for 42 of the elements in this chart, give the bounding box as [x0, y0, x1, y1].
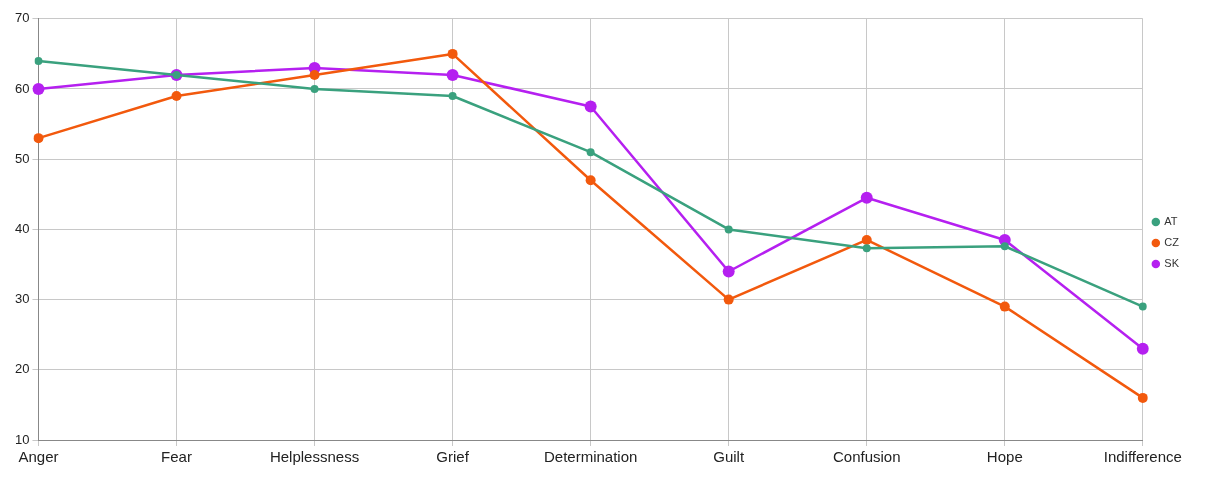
point: [310, 85, 319, 93]
x-tick-label: Fear: [161, 448, 192, 466]
point: [448, 92, 457, 101]
point: [585, 175, 596, 186]
y-tick-label: 50: [14, 150, 30, 166]
point: [860, 191, 873, 204]
point: [34, 56, 43, 65]
x-tick-label: Guilt: [713, 448, 745, 466]
x-tick-label: Hope: [986, 448, 1023, 466]
point: [171, 91, 182, 102]
point: [999, 301, 1010, 312]
point: [723, 294, 734, 305]
point: [309, 69, 320, 80]
x-tick-label: Grief: [436, 448, 470, 466]
point: [722, 265, 735, 278]
x-tick-label: Helplessness: [269, 448, 360, 466]
point: [586, 148, 595, 157]
y-tick-label: 20: [14, 361, 30, 377]
point: [33, 133, 44, 144]
point: [32, 83, 45, 95]
point: [1138, 302, 1147, 311]
y-tick-label: 40: [14, 220, 30, 236]
point: [584, 100, 597, 113]
x-tick-label: Determination: [543, 448, 638, 466]
point: [1000, 242, 1009, 251]
legend-label: SK: [1164, 257, 1180, 270]
point: [446, 68, 459, 81]
legend-label: AT: [1164, 215, 1178, 228]
y-tick-label: 60: [14, 80, 30, 96]
legend-label: CZ: [1164, 236, 1180, 249]
point: [447, 48, 458, 59]
point: [861, 234, 872, 245]
y-tick-label: 10: [14, 431, 30, 447]
point: [862, 244, 871, 253]
x-tick-label: Anger: [18, 448, 59, 466]
y-tick-label: 30: [14, 291, 30, 307]
x-tick-label: Indifference: [1103, 448, 1182, 466]
y-tick-label: 70: [14, 10, 30, 26]
x-tick-label: Confusion: [832, 448, 901, 466]
point: [724, 225, 733, 234]
point: [1137, 392, 1148, 403]
point: [1136, 342, 1149, 355]
